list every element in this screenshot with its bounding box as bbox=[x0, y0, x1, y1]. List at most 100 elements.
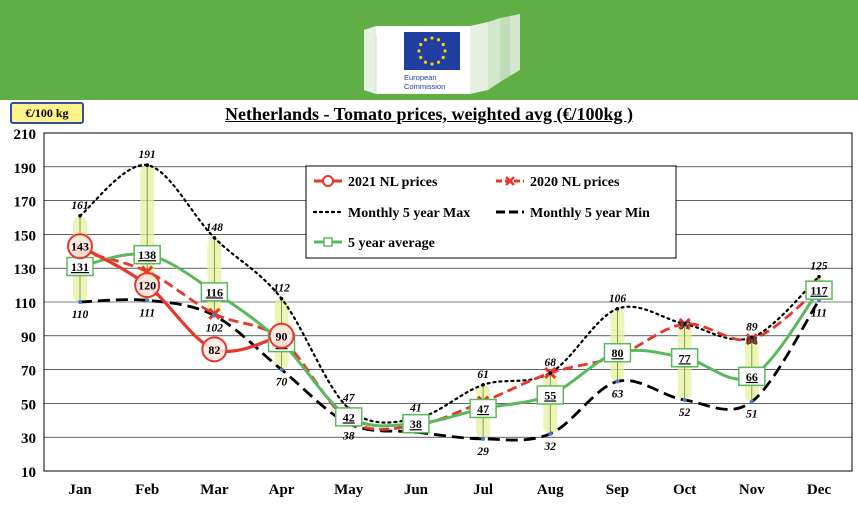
marker-2021 bbox=[134, 272, 161, 299]
label-avg: 55 bbox=[544, 388, 556, 402]
label-min: 63 bbox=[612, 388, 624, 400]
label-avg: 80 bbox=[611, 346, 623, 360]
x-tick-label: Jan bbox=[68, 482, 92, 498]
label-min: 102 bbox=[206, 323, 224, 335]
marker-min bbox=[279, 367, 284, 372]
marker-max bbox=[615, 306, 620, 311]
eu-star-icon bbox=[443, 49, 447, 53]
label-avg: 77 bbox=[679, 351, 691, 365]
marker-2021 bbox=[268, 322, 295, 349]
data-labels: 161 191 148 112 47 41 61 68 106 89 125 110 111 102 70 3… bbox=[66, 149, 833, 458]
legend-marker-avg bbox=[323, 237, 333, 247]
marker-min bbox=[481, 436, 486, 441]
eu-star-icon bbox=[430, 62, 434, 66]
y-tick-label: 130 bbox=[14, 262, 37, 278]
label-avg: 38 bbox=[410, 417, 422, 431]
legend-box bbox=[305, 165, 677, 259]
label-avg: 116 bbox=[206, 285, 223, 299]
marker-min bbox=[548, 431, 553, 436]
label-min: 111 bbox=[811, 307, 827, 319]
label-min: 110 bbox=[72, 309, 89, 321]
chart-grid bbox=[43, 132, 853, 472]
label-max: 148 bbox=[206, 222, 224, 234]
marker-max bbox=[279, 296, 284, 301]
legend-label: Monthly 5 year Min bbox=[530, 206, 650, 221]
logo-text-line2: Commission bbox=[404, 82, 445, 91]
avg-label-box bbox=[200, 282, 229, 302]
eu-star-icon bbox=[441, 55, 445, 60]
x-tick-label: Dec bbox=[807, 482, 831, 498]
label-max: 89 bbox=[746, 321, 758, 333]
y-axis: 10 30 50 70 90 110 130 150 170 190 210 bbox=[14, 127, 37, 481]
label-max: 191 bbox=[139, 149, 156, 161]
x-tick-label: Mar bbox=[200, 482, 229, 498]
marker-min bbox=[212, 313, 217, 318]
y-tick-label: 170 bbox=[14, 195, 37, 211]
eu-star-icon bbox=[423, 60, 428, 64]
avg-label-box bbox=[603, 342, 632, 363]
eu-star-icon bbox=[441, 42, 445, 47]
label-max: 112 bbox=[273, 283, 290, 295]
commission-logo: European Commission bbox=[364, 14, 520, 94]
label-min: 51 bbox=[746, 409, 758, 421]
label-min: 32 bbox=[544, 441, 557, 453]
y-tick-label: 50 bbox=[21, 397, 36, 413]
x-tick-label: May bbox=[334, 482, 364, 498]
marker-max bbox=[481, 383, 485, 387]
label-avg: 42 bbox=[343, 410, 355, 424]
marker-max bbox=[817, 274, 821, 279]
label-max: 47 bbox=[342, 392, 356, 404]
eu-star-icon bbox=[419, 42, 423, 47]
marker-2021 bbox=[67, 233, 93, 260]
label-max: 125 bbox=[810, 261, 828, 273]
label-2021: 120 bbox=[138, 279, 156, 293]
label-avg: 138 bbox=[138, 248, 156, 262]
label-max: 41 bbox=[409, 403, 422, 415]
marker-max bbox=[750, 335, 754, 340]
avg-label-box bbox=[402, 413, 430, 434]
legend-label: 2021 NL prices bbox=[348, 175, 438, 190]
eu-star-icon bbox=[417, 49, 421, 53]
y-tick-label: 150 bbox=[14, 228, 37, 244]
label-avg: 47 bbox=[477, 402, 489, 416]
eu-star-icon bbox=[430, 36, 434, 40]
y-tick-label: 30 bbox=[21, 431, 36, 447]
x-tick-label: Jul bbox=[473, 482, 493, 498]
marker-max bbox=[145, 163, 149, 167]
label-2021: 143 bbox=[71, 240, 89, 254]
x-tick-label: Feb bbox=[135, 482, 159, 498]
avg-label-box bbox=[670, 348, 699, 368]
label-2020: 88 bbox=[746, 335, 758, 347]
chart-title: Netherlands - Tomato prices, weighted av… bbox=[225, 104, 633, 124]
avg-label-box bbox=[334, 407, 363, 427]
series-line-2021 bbox=[79, 244, 282, 353]
label-min: 29 bbox=[476, 446, 489, 458]
label-max: 68 bbox=[545, 357, 557, 369]
marker-max bbox=[682, 322, 687, 326]
avg-label-box bbox=[133, 244, 161, 265]
y-tick-label: 210 bbox=[14, 127, 37, 143]
y-tick-label: 90 bbox=[21, 330, 36, 346]
y-tick-label: 190 bbox=[14, 161, 37, 177]
eu-star-icon bbox=[419, 55, 423, 60]
top-banner: European Commission bbox=[0, 0, 858, 100]
x-tick-label: Aug bbox=[537, 482, 564, 498]
label-2020: 97 bbox=[679, 320, 691, 332]
legend-marker-2021 bbox=[322, 175, 334, 187]
marker-min bbox=[78, 300, 82, 304]
marker-min bbox=[145, 298, 150, 303]
label-avg: 131 bbox=[71, 260, 89, 274]
series-line-avg bbox=[79, 252, 821, 428]
eu-star-icon bbox=[423, 38, 428, 42]
avg-label-box bbox=[469, 398, 497, 419]
label-2021: 82 bbox=[208, 343, 220, 357]
x-tick-label: Jun bbox=[404, 482, 429, 498]
label-avg: 117 bbox=[810, 284, 827, 298]
eu-star-icon bbox=[436, 38, 441, 42]
marker-min bbox=[749, 399, 754, 404]
y-tick-label: 70 bbox=[21, 364, 36, 380]
x-tick-label: Apr bbox=[269, 482, 295, 498]
x-axis: Jan Feb Mar Apr May Jun Jul Aug Sep Oct Nov Dec bbox=[68, 482, 831, 498]
logo-text-line1: European bbox=[404, 73, 437, 82]
